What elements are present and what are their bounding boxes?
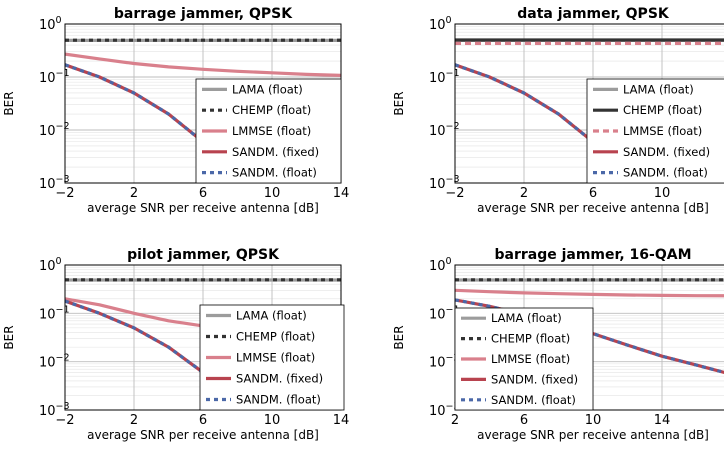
x-tick-label: 10 [654, 186, 671, 201]
chart-title: data jammer, QPSK [517, 6, 670, 22]
chart-panel-2: −2 2 6 10 14 10−3 10−2 10−1 100 data jammer, QPSK… [392, 6, 724, 215]
x-tick-label: 6 [199, 186, 207, 201]
legend-label: SANDM. (fixed) [232, 145, 319, 159]
chart-panel-4: 2 6 10 14 18 10−3 10−2 10−1 100 barrage jammer, 1… [392, 247, 724, 442]
x-tick-label: −2 [445, 186, 464, 201]
chart-title: barrage jammer, QPSK [114, 6, 293, 22]
x-tick-label: 2 [130, 413, 138, 428]
legend-label: SANDM. (fixed) [623, 145, 710, 159]
series-line-5 [65, 299, 250, 410]
y-axis-label: BER [392, 91, 406, 115]
x-tick-label: 2 [130, 186, 138, 201]
x-axis-label: average SNR per receive antenna [dB] [87, 201, 319, 215]
legend-label: LAMA (float) [232, 82, 303, 96]
legend-label: SANDM. (float) [232, 166, 317, 180]
y-tick-label: 10−3 [39, 401, 70, 419]
y-tick-label: 10−2 [39, 121, 70, 139]
legend-label: LMMSE (float) [623, 124, 702, 138]
x-tick-label: 10 [264, 186, 281, 201]
legend: LAMA (float) CHEMP (float) LMMSE (float) SA… [195, 78, 342, 184]
legend: LAMA (float) CHEMP (float) LMMSE (float) SA… [199, 304, 345, 411]
chart-title: barrage jammer, 16-QAM [494, 247, 691, 263]
legend-label: SANDM. (fixed) [491, 372, 578, 386]
x-tick-label: 10 [585, 413, 602, 428]
chart-panel-3: −2 2 6 10 14 10−3 10−2 10−1 100 pilot jammer, QPS… [2, 247, 349, 442]
x-tick-label: 14 [333, 413, 350, 428]
y-tick-label: 100 [429, 15, 452, 33]
y-tick-label: 10−2 [429, 121, 460, 139]
y-tick-label: 100 [39, 15, 62, 33]
legend-label: CHEMP (float) [623, 103, 702, 117]
y-axis-label: BER [392, 325, 406, 349]
legend: LAMA (float) CHEMP (float) LMMSE (float) SA… [454, 307, 594, 411]
legend-label: LMMSE (float) [232, 124, 311, 138]
series-line-3 [455, 288, 724, 298]
legend: LAMA (float) CHEMP (float) LMMSE (float) SA… [586, 78, 724, 184]
x-axis-label: average SNR per receive antenna [dB] [477, 201, 709, 215]
y-tick-label: 10−1 [39, 68, 70, 86]
legend-label: CHEMP (float) [232, 103, 311, 117]
y-tick-label: 10−3 [429, 401, 460, 419]
y-tick-label: 10−2 [429, 353, 460, 371]
x-tick-label: 18 [723, 413, 724, 428]
y-axis-label: BER [2, 91, 16, 115]
y-tick-label: 10−1 [429, 68, 460, 86]
series-line-5 [65, 63, 249, 183]
y-tick-label: 10−1 [39, 304, 70, 322]
legend-label: LMMSE (float) [236, 351, 315, 365]
x-tick-label: 2 [451, 413, 459, 428]
series-line-3 [65, 52, 341, 77]
legend-label: SANDM. (float) [491, 393, 576, 407]
x-tick-label: −2 [55, 413, 74, 428]
legend-label: SANDM. (float) [236, 393, 321, 407]
legend-label: CHEMP (float) [491, 332, 570, 346]
y-tick-label: 10−1 [429, 304, 460, 322]
x-tick-label: 14 [723, 186, 724, 201]
legend-label: LAMA (float) [623, 82, 694, 96]
legend-box [586, 78, 724, 184]
y-tick-label: 10−3 [39, 174, 70, 192]
legend-box [195, 78, 342, 184]
chart-title: pilot jammer, QPSK [127, 247, 280, 263]
legend-label: SANDM. (float) [623, 166, 708, 180]
x-tick-label: 2 [520, 186, 528, 201]
legend-label: SANDM. (fixed) [236, 372, 323, 386]
legend-label: LAMA (float) [236, 309, 307, 323]
x-tick-label: 14 [654, 413, 671, 428]
x-tick-label: 6 [520, 413, 528, 428]
legend-label: CHEMP (float) [236, 330, 315, 344]
x-tick-label: 10 [264, 413, 281, 428]
y-tick-label: 100 [39, 256, 62, 274]
x-axis-label: average SNR per receive antenna [dB] [87, 428, 319, 442]
chart-panel-1: −2 2 6 10 14 10−3 10−2 10−1 100 barrage jammer, Q… [2, 6, 349, 215]
y-tick-label: 10−2 [39, 353, 70, 371]
x-tick-label: −2 [55, 186, 74, 201]
x-axis-label: average SNR per receive antenna [dB] [477, 428, 709, 442]
legend-label: LMMSE (float) [491, 352, 570, 366]
y-axis-label: BER [2, 325, 16, 349]
series-line-5 [455, 63, 639, 183]
x-tick-label: 6 [589, 186, 597, 201]
y-tick-label: 10−3 [429, 174, 460, 192]
x-tick-label: 6 [199, 413, 207, 428]
y-tick-label: 100 [429, 256, 452, 274]
legend-label: LAMA (float) [491, 311, 562, 325]
x-tick-label: 14 [333, 186, 350, 201]
